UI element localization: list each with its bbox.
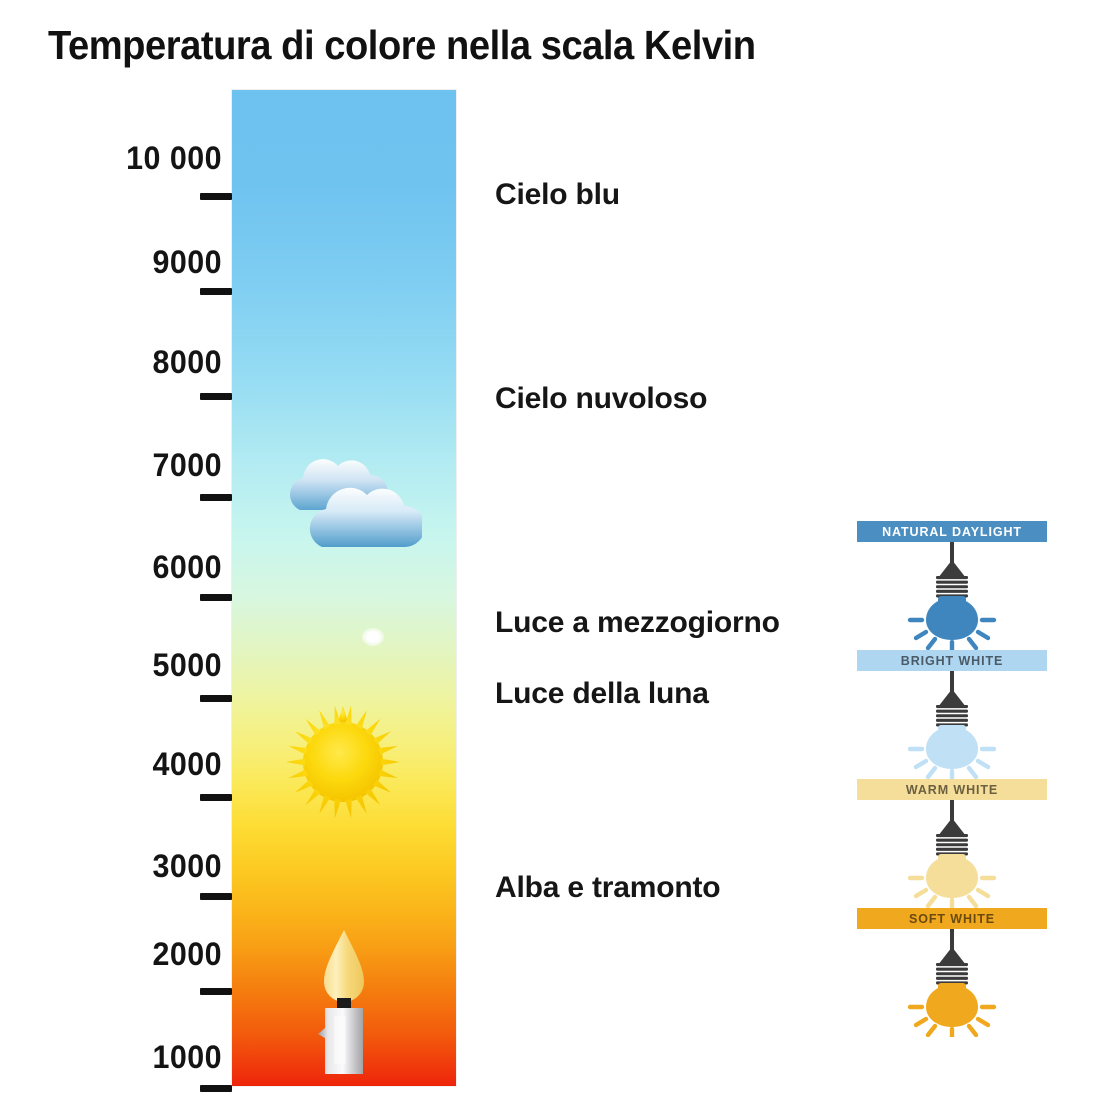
scene-label: Luce della luna — [495, 677, 709, 710]
axis-tick-mark — [200, 393, 232, 400]
axis-tick-label: 5000 — [152, 647, 222, 683]
legend-bar-label: WARM WHITE — [857, 779, 1047, 800]
legend-item[interactable]: BRIGHT WHITE — [857, 650, 1047, 779]
axis-tick-label: 9000 — [152, 244, 222, 280]
bulb-icon — [857, 929, 1047, 1037]
legend-bar-label: NATURAL DAYLIGHT — [857, 521, 1047, 542]
axis-tick-mark — [200, 594, 232, 601]
axis-tick-label: 7000 — [152, 447, 222, 483]
axis-tick-label: 8000 — [152, 344, 222, 380]
legend-item[interactable]: NATURAL DAYLIGHT — [857, 521, 1047, 650]
axis-tick-mark — [200, 695, 232, 702]
axis-tick-mark — [200, 494, 232, 501]
axis-tick-mark — [200, 288, 232, 295]
kelvin-gradient-bar — [232, 90, 456, 1086]
bulb-legend-panel: NATURAL DAYLIGHT BRIGHT WHITE WARM WHITE SO… — [857, 521, 1047, 1037]
candle-icon — [318, 930, 364, 1074]
sun-icon — [286, 705, 400, 819]
axis-tick-label: 10 000 — [126, 140, 222, 176]
bulb-icon — [857, 542, 1047, 650]
axis-tick-label: 4000 — [152, 746, 222, 782]
axis-tick-mark — [200, 988, 232, 995]
cloud-icon — [290, 459, 422, 547]
axis-tick-mark — [200, 193, 232, 200]
legend-bar-label: SOFT WHITE — [857, 908, 1047, 929]
bulb-icon — [857, 800, 1047, 908]
legend-item[interactable]: WARM WHITE — [857, 779, 1047, 908]
bulb-icon — [857, 671, 1047, 779]
axis-tick-label: 6000 — [152, 549, 222, 585]
scene-label: Cielo nuvoloso — [495, 382, 708, 415]
page-title: Temperatura di colore nella scala Kelvin — [48, 22, 756, 68]
moon-icon — [362, 628, 384, 646]
legend-item[interactable]: SOFT WHITE — [857, 908, 1047, 1037]
axis-tick-mark — [200, 1085, 232, 1092]
axis-tick-mark — [200, 893, 232, 900]
scene-label: Luce a mezzogiorno — [495, 606, 780, 639]
axis-tick-label: 1000 — [152, 1039, 222, 1075]
axis-tick-label: 3000 — [152, 848, 222, 884]
axis-tick-label: 2000 — [152, 936, 222, 972]
scene-label: Cielo blu — [495, 178, 620, 211]
legend-bar-label: BRIGHT WHITE — [857, 650, 1047, 671]
axis-tick-mark — [200, 794, 232, 801]
scene-label: Alba e tramonto — [495, 871, 721, 904]
